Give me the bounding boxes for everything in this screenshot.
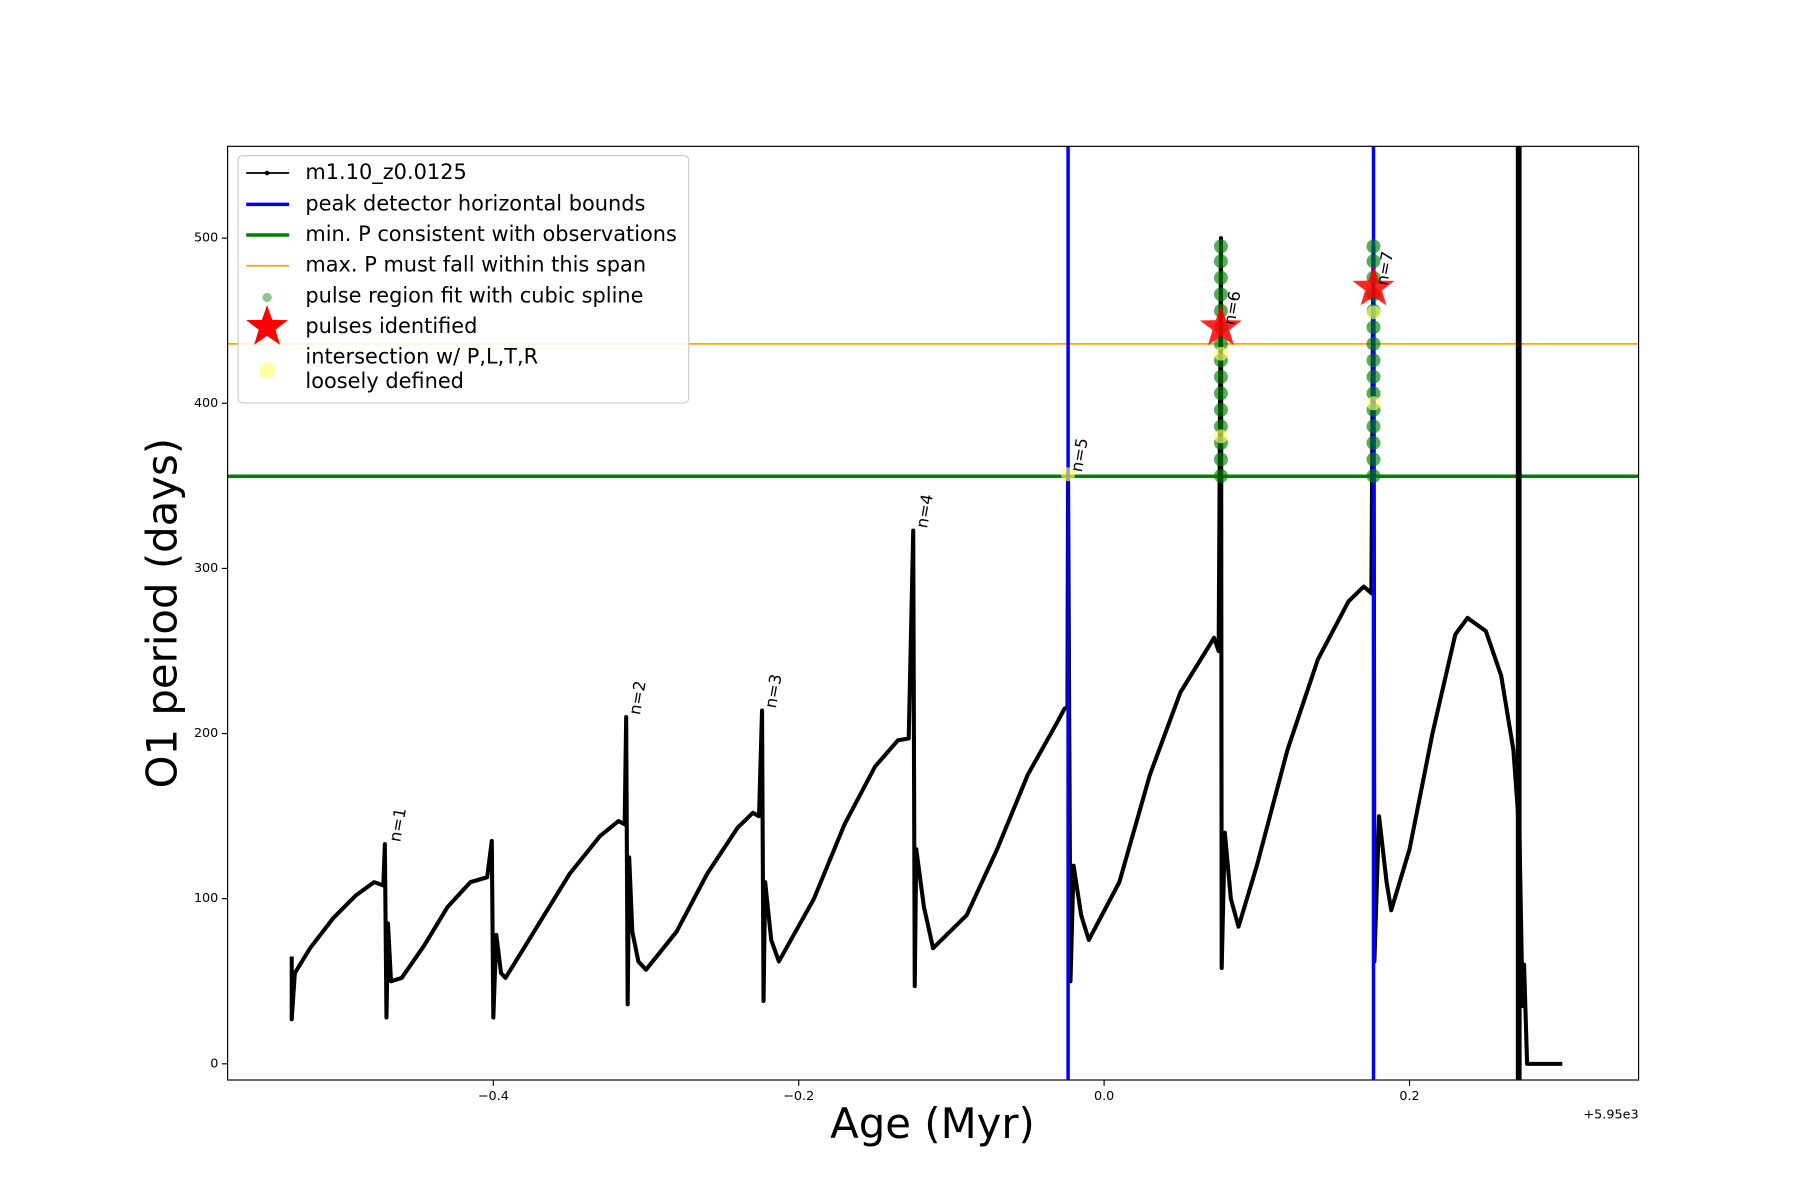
legend-handle-dot: [264, 170, 270, 176]
y-tick-label: 100: [194, 891, 218, 906]
y-tick-label: 200: [194, 726, 218, 741]
legend-label: m1.10_z0.0125: [305, 160, 466, 185]
legend-handle: [262, 292, 272, 303]
scatter-point: [1213, 254, 1228, 269]
legend-label: max. P must fall within this span: [305, 253, 646, 277]
scatter-point: [1213, 346, 1228, 361]
scatter-point: [1366, 396, 1381, 411]
scatter-point: [1366, 239, 1381, 254]
axes-frame: [227, 145, 1640, 1081]
pulse-annotation: n=4: [912, 493, 937, 530]
scatter-point: [1366, 254, 1381, 269]
scatter-point: [1366, 468, 1381, 483]
y-tick-label: 300: [194, 561, 218, 576]
scatter-point: [1061, 467, 1076, 482]
pulse-annotation: n=1: [385, 806, 410, 843]
pulse-star: [1352, 265, 1395, 306]
legend-label: pulses identified: [305, 314, 477, 338]
y-axis-label: O1 period (days): [137, 438, 186, 788]
scatter-point: [1213, 468, 1228, 483]
scatter-point: [1213, 452, 1228, 467]
scatter-point: [1213, 270, 1228, 285]
x-axis-label: Age (Myr): [830, 1099, 1035, 1148]
scatter-point: [1213, 419, 1228, 434]
scatter-point: [1366, 305, 1381, 320]
legend-label: peak detector horizontal bounds: [305, 191, 645, 215]
scatter-point: [1366, 419, 1381, 434]
pulse-annotation: n=3: [761, 673, 786, 710]
legend-handle: [246, 304, 289, 345]
x-tick-label: −0.2: [783, 1089, 814, 1104]
scatter-point: [1366, 386, 1381, 401]
scatter-point: [1366, 369, 1381, 384]
pulse-annotation: n=5: [1067, 436, 1092, 473]
pulse-star: [1199, 305, 1242, 346]
scatter-point: [1213, 369, 1228, 384]
scatter-point: [1213, 429, 1228, 444]
legend-label: pulse region fit with cubic spline: [305, 283, 643, 307]
scatter-point: [1213, 336, 1228, 351]
x-tick-label: −0.4: [478, 1089, 509, 1104]
scatter-point: [1366, 353, 1381, 368]
scatter-point: [1213, 402, 1228, 417]
scatter-point: [1366, 452, 1381, 467]
scatter-point: [1366, 336, 1381, 351]
scatter-point: [1213, 239, 1228, 254]
legend-box: [237, 155, 690, 404]
legend-handle: [258, 362, 276, 379]
y-tick-label: 0: [210, 1056, 218, 1071]
scatter-point: [1213, 386, 1228, 401]
scatter-point: [1366, 435, 1381, 450]
plot-area: [227, 146, 1639, 1081]
y-tick-label: 400: [194, 396, 218, 411]
x-tick-label: 0.0: [1094, 1089, 1114, 1104]
x-tick-label: 0.2: [1399, 1089, 1419, 1104]
legend-label: min. P consistent with observations: [305, 222, 677, 246]
y-tick-label: 500: [194, 231, 218, 246]
legend-label: intersection w/ P,L,T,R loosely defined: [305, 345, 538, 393]
x-offset-label: +5.95e3: [1583, 1107, 1638, 1122]
pulse-annotation: n=2: [625, 679, 650, 716]
scatter-point: [1213, 287, 1228, 302]
scatter-point: [1366, 320, 1381, 335]
